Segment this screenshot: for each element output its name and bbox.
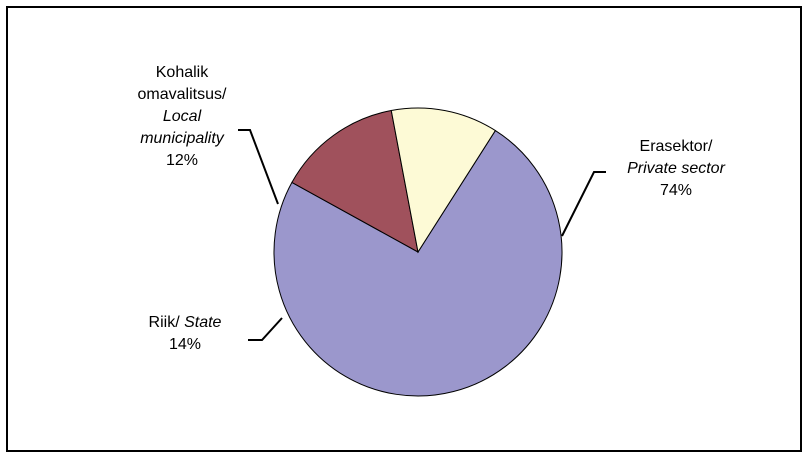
label-private-value: 74%: [659, 182, 693, 199]
label-municipality-et-line2: omavalitsus/: [137, 86, 227, 103]
pie-slice-private-sector: [273, 129, 563, 397]
slice-label-state: Riik/ State 14%: [120, 312, 250, 356]
label-state-et: Riik/: [148, 314, 180, 331]
slice-label-private-sector: Erasektor/ Private sector 74%: [576, 136, 776, 202]
pie-slice-local-municipality: [390, 107, 497, 254]
pie-slice-state: [291, 109, 419, 253]
leader-line-municipality: [238, 129, 279, 205]
label-private-et: Erasektor/: [639, 138, 713, 155]
label-municipality-et-line1: Kohalik: [155, 64, 209, 81]
label-state-en: State: [184, 314, 222, 331]
label-state-value: 14%: [168, 336, 202, 353]
slice-label-local-municipality: Kohalik omavalitsus/ Local municipality …: [92, 62, 272, 172]
label-private-en: Private sector: [627, 160, 725, 177]
leader-line-private: [561, 171, 606, 237]
leader-line-state: [248, 317, 283, 341]
label-municipality-value: 12%: [165, 152, 199, 169]
label-municipality-en-line1: Local: [162, 108, 202, 125]
label-municipality-en-line2: municipality: [140, 130, 224, 147]
